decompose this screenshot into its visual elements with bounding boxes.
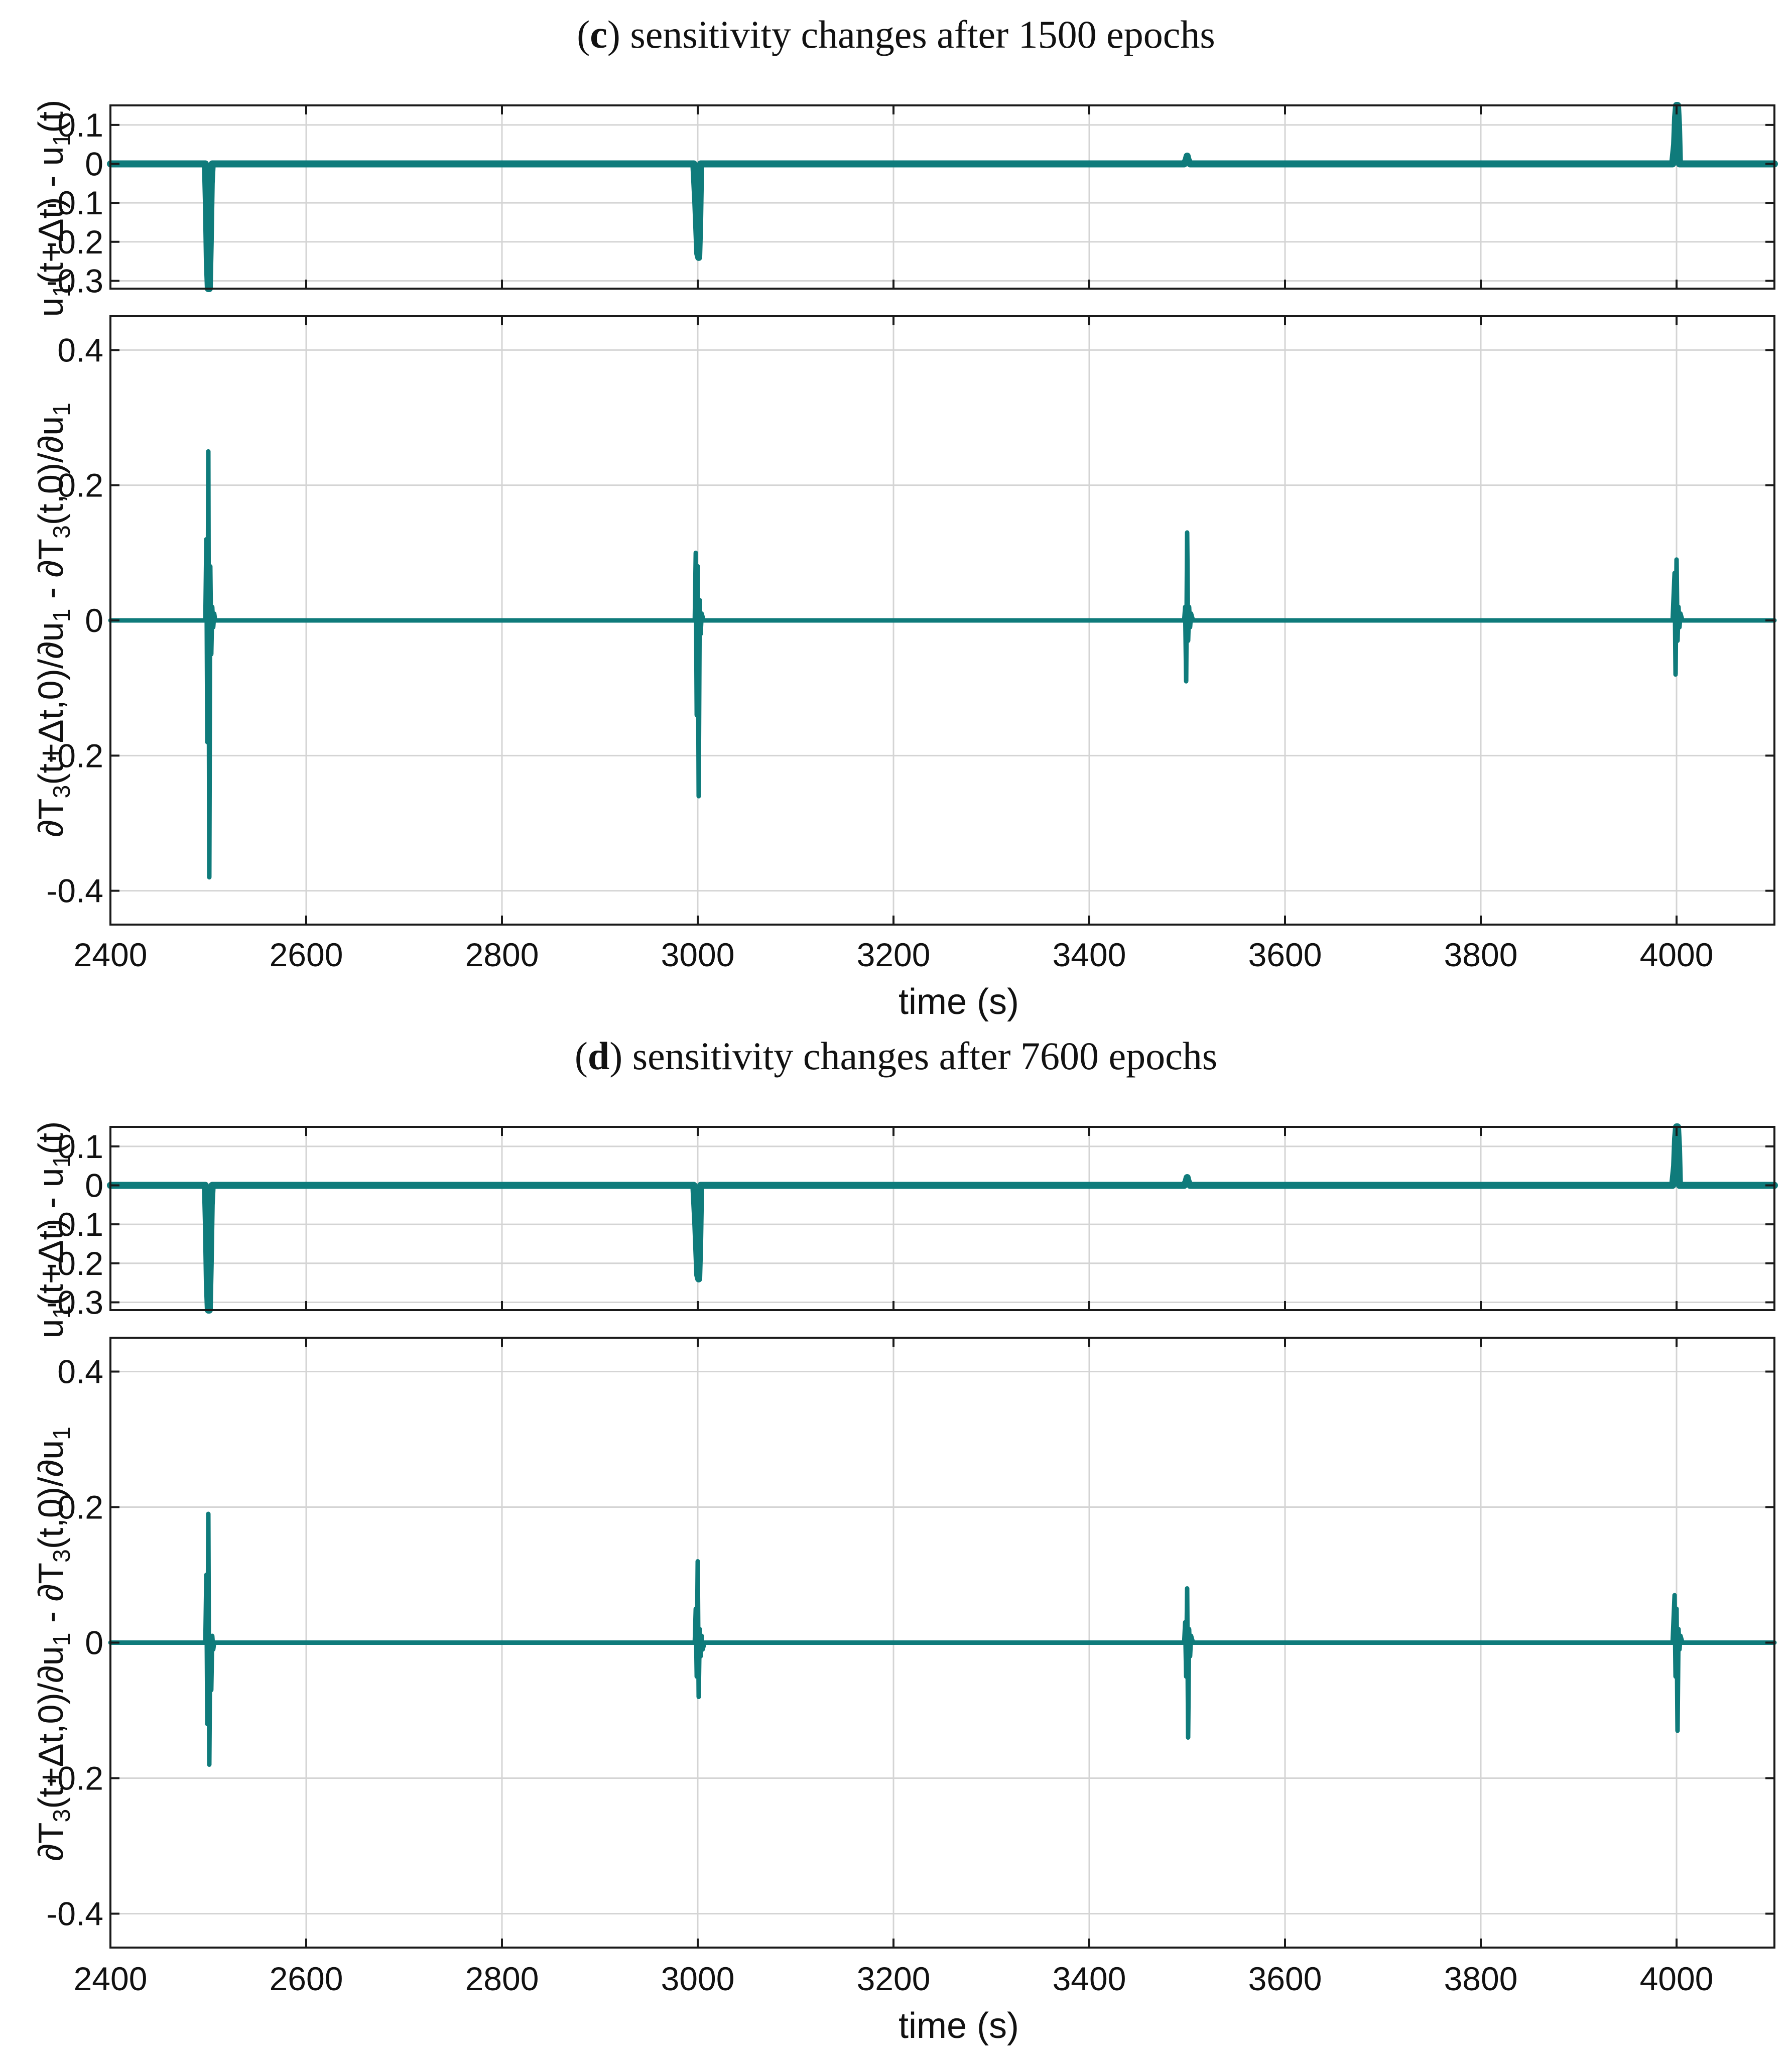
figure-d-lower-xtick-label: 3400 bbox=[1053, 1960, 1126, 1997]
figure-c-upper-ytick-label: -0.1 bbox=[46, 184, 103, 221]
figure-c-upper-ylabel: u1(t+Δt) - u1(t) bbox=[31, 100, 75, 317]
figure-d-lower-ytick-label: -0.2 bbox=[46, 1760, 103, 1797]
figure-d-upper-ytick-label: -0.2 bbox=[46, 1245, 103, 1282]
svg-text:u1(t+Δt) - u1(t): u1(t+Δt) - u1(t) bbox=[31, 100, 75, 317]
figure-c-lower-ylabel: ∂T3(t+Δt,0)/∂u1 - ∂T3(t,0)/∂u1 bbox=[31, 403, 75, 837]
figure-c-lower-ytick-label: -0.4 bbox=[46, 872, 103, 910]
figure-c-lower-ytick-label: 0.4 bbox=[57, 331, 103, 368]
figure-d-lower-xtick-label: 3000 bbox=[661, 1960, 735, 1997]
figure-c-lower-xtick-label: 3200 bbox=[857, 936, 931, 973]
figure-d-lower-ytick-label: 0.4 bbox=[57, 1353, 103, 1390]
figure-c-lower-xtick-label: 2400 bbox=[74, 936, 148, 973]
figure-c-lower-xtick-label: 3600 bbox=[1248, 936, 1322, 973]
figure-d-lower-ytick-label: 0 bbox=[85, 1624, 103, 1661]
figure-c-lower-ytick-label: 0.2 bbox=[57, 467, 103, 504]
figure-c-upper-ytick-label: 0 bbox=[85, 145, 103, 182]
figure-d-lower-xtick-label: 2400 bbox=[74, 1960, 148, 1997]
figure-c-xlabel: time (s) bbox=[899, 982, 1019, 1022]
figure-d: (d) sensitivity changes after 7600 epoch… bbox=[31, 1034, 1778, 2046]
figure-c-lower-xtick-label: 2600 bbox=[270, 936, 343, 973]
figure-c-upper-plot: 0.10-0.1-0.2-0.3 bbox=[46, 102, 1778, 299]
figure-d-upper-ytick-label: -0.3 bbox=[46, 1283, 103, 1321]
figure-d-lower-xtick-label: 3200 bbox=[857, 1960, 931, 1997]
figure-d-lower-xtick-label: 3800 bbox=[1444, 1960, 1518, 1997]
figure-c-title: (c) sensitivity changes after 1500 epoch… bbox=[577, 13, 1215, 56]
figure-d-upper-ytick-label: 0.1 bbox=[57, 1128, 103, 1165]
figure-d-lower-xtick-label: 4000 bbox=[1640, 1960, 1714, 1997]
figure-c-upper-ytick-label: -0.2 bbox=[46, 223, 103, 261]
figure-d-upper-ytick-label: -0.1 bbox=[46, 1206, 103, 1243]
figure-c-lower-plot: 0.4 0.2 0 -0.2 -0.4 2400 2600 2800 3000 3200 3400 3… bbox=[46, 315, 1777, 973]
figure-c-upper-ytick-label: -0.3 bbox=[46, 262, 103, 299]
figure-c-lower-ytick-label: -0.2 bbox=[46, 737, 103, 774]
figure-d-lower-ylabel: ∂T3(t+Δt,0)/∂u1 - ∂T3(t,0)/∂u1 bbox=[31, 1427, 75, 1861]
figure-c-lower-xtick-label: 3000 bbox=[661, 936, 735, 973]
figure-c-upper-ytick-label: 0.1 bbox=[57, 106, 103, 144]
figure-c-lower-xtick-label: 3800 bbox=[1444, 936, 1518, 973]
figure-d-lower-ytick-label: -0.4 bbox=[46, 1895, 103, 1933]
figure-d-title: (d) sensitivity changes after 7600 epoch… bbox=[575, 1034, 1217, 1078]
figure-c-lower-xtick-label: 3400 bbox=[1053, 936, 1126, 973]
figure-d-upper-plot: 0.10-0.1-0.2-0.3 bbox=[46, 1123, 1778, 1321]
figure-c-lower-xtick-label: 2800 bbox=[465, 936, 539, 973]
figure-d-lower-xtick-label: 2600 bbox=[270, 1960, 343, 1997]
figure-c-lower-xtick-label: 4000 bbox=[1640, 936, 1714, 973]
figure-d-upper-frame bbox=[109, 1126, 1775, 1311]
figure-c-lower-series-line bbox=[108, 449, 1777, 880]
figure-c-upper-frame bbox=[109, 104, 1775, 290]
figure-d-xlabel: time (s) bbox=[899, 2006, 1019, 2046]
figure-c: (c) sensitivity changes after 1500 epoch… bbox=[31, 13, 1778, 1022]
svg-text:∂T3(t+Δt,0)/∂u1 - ∂T3(t,0)/∂: ∂T3(t+Δt,0)/∂u1 - ∂T3(t,0)/∂u1 bbox=[31, 403, 75, 837]
figure-d-lower-plot: 0.4 0.2 0 -0.2 -0.4 2400 2600 2800 3000 3200 3400 3… bbox=[46, 1337, 1777, 1997]
svg-text:∂T3(t+Δt,0)/∂u1 - ∂T3(t,0)/∂: ∂T3(t+Δt,0)/∂u1 - ∂T3(t,0)/∂u1 bbox=[31, 1427, 75, 1861]
figure-d-upper-ytick-label: 0 bbox=[85, 1167, 103, 1204]
figure-c-lower-ytick-label: 0 bbox=[85, 602, 103, 639]
figure-d-lower-ytick-label: 0.2 bbox=[57, 1489, 103, 1526]
figure-d-lower-series-line bbox=[108, 1511, 1777, 1767]
figure-d-upper-ylabel: u1(t+Δt) - u1(t) bbox=[31, 1121, 75, 1339]
figure-d-lower-xtick-label: 3600 bbox=[1248, 1960, 1322, 1997]
figure-d-lower-xtick-label: 2800 bbox=[465, 1960, 539, 1997]
svg-text:u1(t+Δt) - u1(t): u1(t+Δt) - u1(t) bbox=[31, 1121, 75, 1339]
